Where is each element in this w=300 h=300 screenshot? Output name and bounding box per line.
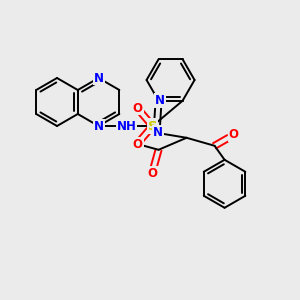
Text: O: O bbox=[133, 137, 142, 151]
Text: S: S bbox=[148, 119, 158, 133]
Text: N: N bbox=[94, 119, 103, 133]
Text: N: N bbox=[94, 71, 103, 85]
Text: O: O bbox=[148, 167, 158, 180]
Text: O: O bbox=[229, 128, 238, 141]
Text: N: N bbox=[154, 94, 165, 107]
Text: NH: NH bbox=[117, 119, 136, 133]
Text: N: N bbox=[153, 126, 163, 139]
Text: O: O bbox=[133, 101, 142, 115]
